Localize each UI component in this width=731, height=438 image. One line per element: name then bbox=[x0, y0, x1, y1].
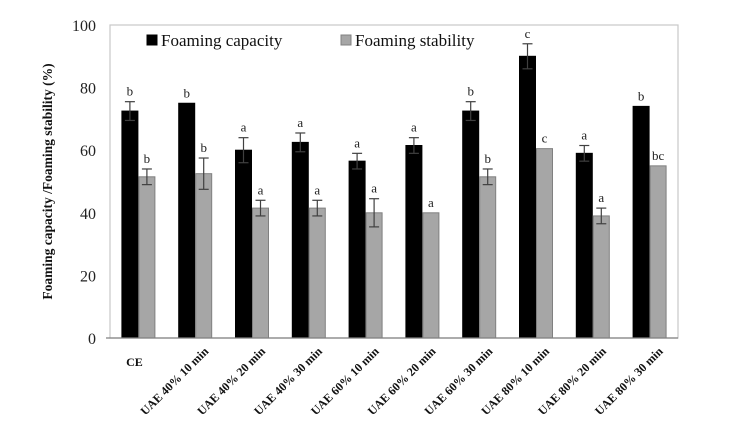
bar-stability-2 bbox=[252, 207, 269, 339]
y-tick-label-100: 100 bbox=[72, 18, 96, 35]
bar-group-1: bb bbox=[178, 85, 213, 339]
significance-label-stability-2: a bbox=[258, 182, 264, 197]
bar-capacity-8 bbox=[575, 152, 593, 339]
bar-capacity-1 bbox=[178, 102, 196, 339]
legend-label-foaming-stability: Foaming stability bbox=[355, 31, 475, 50]
bar-group-5: aa bbox=[405, 120, 440, 339]
significance-label-capacity-7: c bbox=[525, 26, 531, 41]
bar-stability-0 bbox=[138, 176, 156, 339]
significance-label-capacity-1: b bbox=[183, 85, 190, 100]
significance-label-stability-8: a bbox=[598, 190, 604, 205]
significance-label-stability-1: b bbox=[200, 140, 207, 155]
bar-stability-3 bbox=[308, 207, 326, 339]
significance-label-stability-9: bc bbox=[652, 148, 665, 163]
y-tick-label-0: 0 bbox=[88, 331, 96, 348]
bar-stability-6 bbox=[479, 176, 497, 339]
y-tick-label-40: 40 bbox=[80, 206, 96, 223]
bar-group-4: aa bbox=[348, 135, 383, 339]
y-axis-title: Foaming capacity /Foaming stability (%) bbox=[40, 63, 55, 299]
significance-label-capacity-4: a bbox=[354, 135, 360, 150]
bar-group-8: aa bbox=[575, 128, 610, 339]
bar-capacity-0 bbox=[121, 110, 139, 339]
bar-stability-9 bbox=[649, 165, 667, 339]
bar-capacity-7 bbox=[519, 55, 536, 339]
bar-group-3: aa bbox=[291, 115, 326, 339]
legend-label-foaming-capacity: Foaming capacity bbox=[161, 31, 283, 50]
bar-capacity-9 bbox=[632, 105, 650, 339]
bar-capacity-5 bbox=[405, 145, 423, 339]
significance-label-stability-0: b bbox=[144, 151, 151, 166]
y-axis: 0 20 40 60 80 100 bbox=[72, 18, 96, 348]
significance-label-stability-5: a bbox=[428, 195, 434, 210]
significance-label-capacity-9: b bbox=[638, 88, 645, 103]
x-tick-label-0: CE bbox=[126, 355, 143, 369]
significance-label-stability-7: c bbox=[542, 131, 548, 146]
bar-capacity-3 bbox=[291, 141, 309, 339]
significance-label-stability-3: a bbox=[314, 182, 320, 197]
legend-swatch-foaming-stability bbox=[340, 34, 352, 46]
significance-label-capacity-8: a bbox=[581, 128, 587, 143]
significance-label-capacity-0: b bbox=[127, 84, 134, 99]
significance-label-capacity-3: a bbox=[297, 115, 303, 130]
bar-capacity-4 bbox=[348, 160, 366, 339]
legend-swatch-foaming-capacity bbox=[146, 34, 158, 46]
bar-capacity-2 bbox=[235, 149, 252, 339]
bar-group-9: b bc bbox=[632, 88, 667, 339]
significance-label-capacity-6: b bbox=[467, 84, 474, 99]
bar-stability-1 bbox=[195, 173, 213, 339]
legend: Foaming capacity Foaming stability bbox=[146, 31, 475, 50]
bar-group-7: cc bbox=[519, 26, 553, 339]
bar-capacity-6 bbox=[462, 110, 480, 339]
bar-stability-7 bbox=[536, 148, 553, 339]
bar-stability-8 bbox=[592, 215, 610, 339]
bar-group-2: aa bbox=[235, 120, 269, 339]
bar-group-6: bb bbox=[462, 84, 497, 339]
bar-group-0: bb bbox=[121, 84, 156, 339]
bar-stability-4 bbox=[365, 212, 383, 339]
bar-stability-5 bbox=[422, 212, 440, 339]
significance-label-stability-4: a bbox=[371, 181, 377, 196]
y-tick-label-80: 80 bbox=[80, 81, 96, 98]
significance-label-capacity-2: a bbox=[241, 120, 247, 135]
y-tick-label-20: 20 bbox=[80, 268, 96, 285]
y-tick-label-60: 60 bbox=[80, 143, 96, 160]
significance-label-capacity-5: a bbox=[411, 120, 417, 135]
significance-label-stability-6: b bbox=[484, 151, 491, 166]
